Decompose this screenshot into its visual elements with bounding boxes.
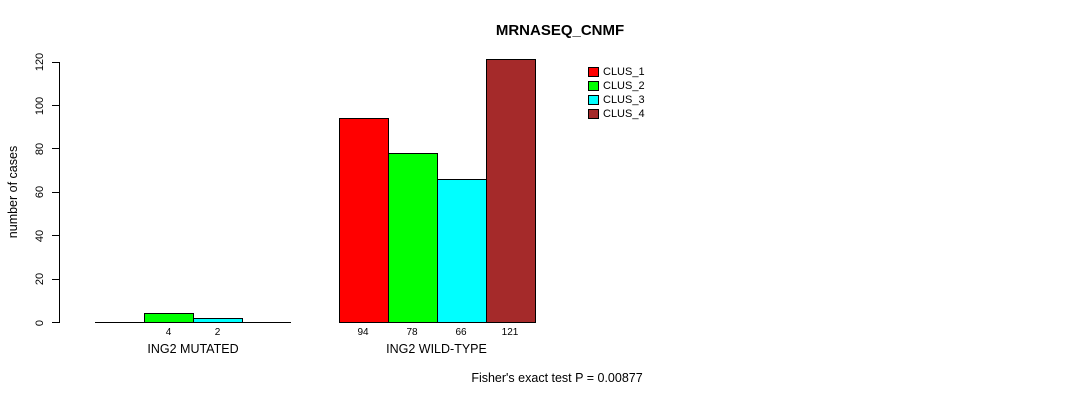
y-axis-label: number of cases <box>6 145 20 239</box>
legend-label-clus-1: CLUS_1 <box>603 66 645 78</box>
chart-title: MRNASEQ_CNMF <box>495 22 625 39</box>
bar-value-label: 121 <box>501 327 519 338</box>
group-label-ing2-mutated: ING2 MUTATED <box>147 342 239 356</box>
y-tick-mark <box>52 105 59 106</box>
legend: CLUS_1 CLUS_2 CLUS_3 CLUS_4 <box>588 65 645 121</box>
group-label-ing2-wild-type: ING2 WILD-TYPE <box>386 342 487 356</box>
bar-value-label: 66 <box>455 327 467 338</box>
bar-value-label: 78 <box>406 327 418 338</box>
y-tick-label: 80 <box>34 142 46 156</box>
legend-swatch-clus-2 <box>588 81 599 91</box>
y-tick-label: 20 <box>34 272 46 286</box>
legend-label-clus-4: CLUS_4 <box>603 108 645 120</box>
legend-row-clus-1: CLUS_1 <box>588 65 645 79</box>
y-tick-label: 60 <box>34 186 46 199</box>
legend-swatch-clus-3 <box>588 95 599 105</box>
bar-clus-2-ing2-wild-type <box>387 153 438 323</box>
bar-value-label: 94 <box>357 327 369 338</box>
bar-value-label: 2 <box>214 327 221 338</box>
y-tick-mark <box>52 191 59 193</box>
legend-swatch-clus-1 <box>588 67 599 77</box>
y-tick-label: 40 <box>34 229 46 242</box>
legend-row-clus-2: CLUS_2 <box>588 79 645 93</box>
y-tick-label: 120 <box>34 52 46 72</box>
legend-label-clus-2: CLUS_2 <box>603 80 645 92</box>
legend-label-clus-3: CLUS_3 <box>603 94 645 106</box>
y-tick-label: 0 <box>34 319 46 326</box>
bar-clus-4-ing2-wild-type <box>485 59 536 323</box>
bar-clus-2-ing2-mutated <box>144 313 194 323</box>
bar-clus-3-ing2-wild-type <box>436 179 487 323</box>
bar-clus-1-ing2-wild-type <box>338 118 389 323</box>
y-axis-line <box>59 61 60 323</box>
y-tick-label: 100 <box>34 96 46 115</box>
y-tick-mark <box>52 322 59 323</box>
fisher-test-annotation: Fisher's exact test P = 0.00877 <box>471 371 643 385</box>
y-tick-mark <box>52 61 59 63</box>
y-tick-mark <box>52 235 59 237</box>
legend-swatch-clus-4 <box>588 109 599 119</box>
legend-row-clus-3: CLUS_3 <box>588 93 645 107</box>
bar-value-label: 4 <box>165 327 172 338</box>
y-tick-mark <box>52 278 59 280</box>
bar-clus-3-ing2-mutated <box>193 318 243 323</box>
legend-row-clus-4: CLUS_4 <box>588 107 645 121</box>
y-tick-mark <box>52 148 59 150</box>
